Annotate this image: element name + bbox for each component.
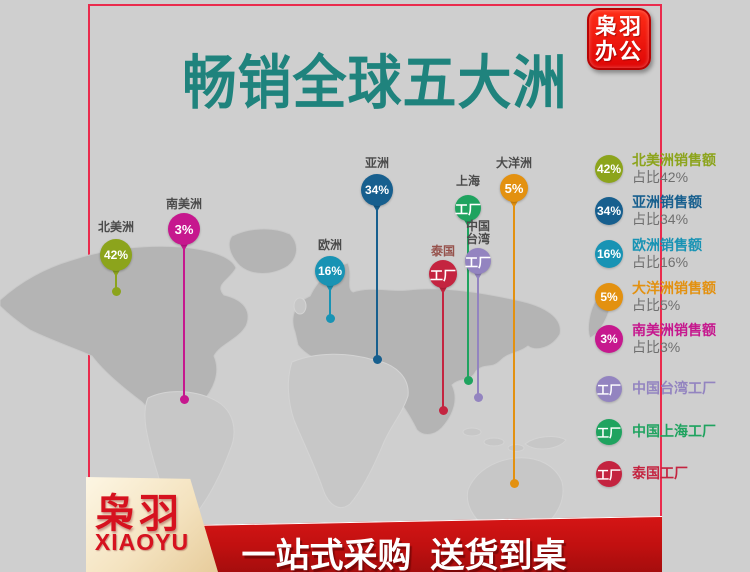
pin-dot-south-america (179, 394, 189, 404)
legend-label-north-america: 北美洲销售额 (632, 152, 716, 168)
legend-circle-shanghai-factory: 工厂 (596, 419, 622, 445)
map-indonesia-3 (507, 444, 525, 452)
legend-text-taiwan-factory: 中国台湾工厂 (632, 380, 716, 396)
pin-dot-asia (372, 354, 382, 364)
pin-stem-europe (329, 271, 331, 318)
map-new-guinea (524, 436, 567, 450)
pin-tail-asia (372, 203, 382, 212)
map-uk (293, 297, 307, 315)
legend-label-shanghai-factory: 中国上海工厂 (632, 423, 716, 439)
pin-tail-oceania (509, 199, 519, 208)
legend-circle-europe: 16% (595, 240, 623, 268)
pin-tail-north-america (111, 268, 121, 277)
pin-dot-thailand (438, 405, 448, 415)
pin-dot-north-america (111, 286, 121, 296)
legend-circle-oceania: 5% (595, 283, 623, 311)
legend-label-taiwan-factory: 中国台湾工厂 (632, 380, 716, 396)
pin-stem-shanghai (467, 208, 469, 380)
pin-balloon-oceania: 5% (500, 174, 528, 202)
pin-dot-europe (325, 313, 335, 323)
legend-sub-north-america: 占比42% (632, 169, 689, 185)
legend-circle-asia: 34% (595, 197, 623, 225)
legend-sub-asia: 占比34% (632, 211, 689, 227)
map-indonesia-2 (483, 437, 505, 447)
pin-label-north-america: 北美洲 (97, 220, 134, 234)
legend-label-south-america: 南美洲销售额 (632, 322, 716, 338)
pin-tail-south-america (179, 242, 189, 251)
pin-label-oceania: 大洋洲 (495, 156, 532, 170)
pin-dot-oceania (509, 478, 519, 488)
pin-balloon-taiwan: 工厂 (465, 248, 491, 274)
map-north-america (0, 245, 249, 431)
legend-sub-europe: 占比16% (632, 254, 689, 270)
pin-label-south-america: 南美洲 (165, 197, 202, 211)
brand-logo-en: XIAOYU (94, 529, 190, 555)
pin-balloon-asia: 34% (361, 174, 393, 206)
pin-balloon-europe: 16% (315, 256, 345, 286)
legend-text-oceania: 大洋洲销售额 占比5% (632, 280, 716, 314)
pin-label-shanghai: 上海 (455, 174, 480, 188)
pin-label-europe: 欧洲 (317, 238, 342, 252)
banner-slogan: 一站式采购 送货到桌 (241, 537, 567, 572)
map-eurasia (292, 262, 561, 436)
map-greenland (228, 228, 297, 274)
pin-balloon-south-america: 3% (168, 213, 200, 245)
page-title: 畅销全球五大洲 (182, 51, 568, 116)
pin-dot-taiwan (473, 392, 483, 402)
legend-text-thailand-factory: 泰国工厂 (632, 465, 688, 481)
pin-balloon-shanghai: 工厂 (455, 195, 481, 221)
pin-stem-oceania (513, 188, 515, 483)
pin-stem-south-america (183, 229, 185, 399)
pin-tail-thailand (438, 285, 448, 294)
legend-label-asia: 亚洲销售额 (632, 194, 702, 210)
legend-circle-thailand-factory: 工厂 (596, 461, 622, 487)
pin-tail-europe (325, 283, 335, 292)
brand-logo-cn: 枭羽 (95, 491, 183, 536)
badge-line-2: 办公 (594, 39, 643, 64)
pin-label-thailand: 泰国 (430, 244, 455, 258)
brand-corner-badge: 枭羽 办公 (587, 8, 651, 70)
pin-balloon-north-america: 42% (100, 239, 132, 271)
legend-circle-north-america: 42% (595, 155, 623, 183)
pin-label-taiwan: 中国 台湾 (465, 219, 490, 246)
pin-dot-shanghai (463, 375, 473, 385)
pin-stem-taiwan (477, 261, 479, 397)
legend-label-thailand-factory: 泰国工厂 (632, 465, 688, 481)
map-indonesia-1 (462, 427, 482, 437)
badge-line-1: 枭羽 (594, 14, 643, 39)
pin-label-asia: 亚洲 (364, 156, 389, 170)
legend-text-europe: 欧洲销售额 占比16% (632, 237, 702, 271)
legend-text-south-america: 南美洲销售额 占比3% (632, 322, 716, 356)
pin-stem-thailand (442, 274, 444, 410)
legend-sub-oceania: 占比5% (632, 297, 681, 313)
legend-label-europe: 欧洲销售额 (632, 237, 702, 253)
pin-balloon-thailand: 工厂 (429, 260, 457, 288)
legend-circle-south-america: 3% (595, 325, 623, 353)
pin-tail-shanghai (463, 218, 473, 227)
legend-sub-south-america: 占比3% (632, 339, 681, 355)
legend-text-north-america: 北美洲销售额 占比42% (632, 152, 716, 186)
legend-label-oceania: 大洋洲销售额 (632, 280, 716, 296)
legend-text-shanghai-factory: 中国上海工厂 (632, 423, 716, 439)
pin-tail-taiwan (473, 271, 483, 280)
legend-circle-taiwan-factory: 工厂 (596, 376, 622, 402)
legend-text-asia: 亚洲销售额 占比34% (632, 194, 702, 228)
pin-stem-asia (376, 190, 378, 359)
